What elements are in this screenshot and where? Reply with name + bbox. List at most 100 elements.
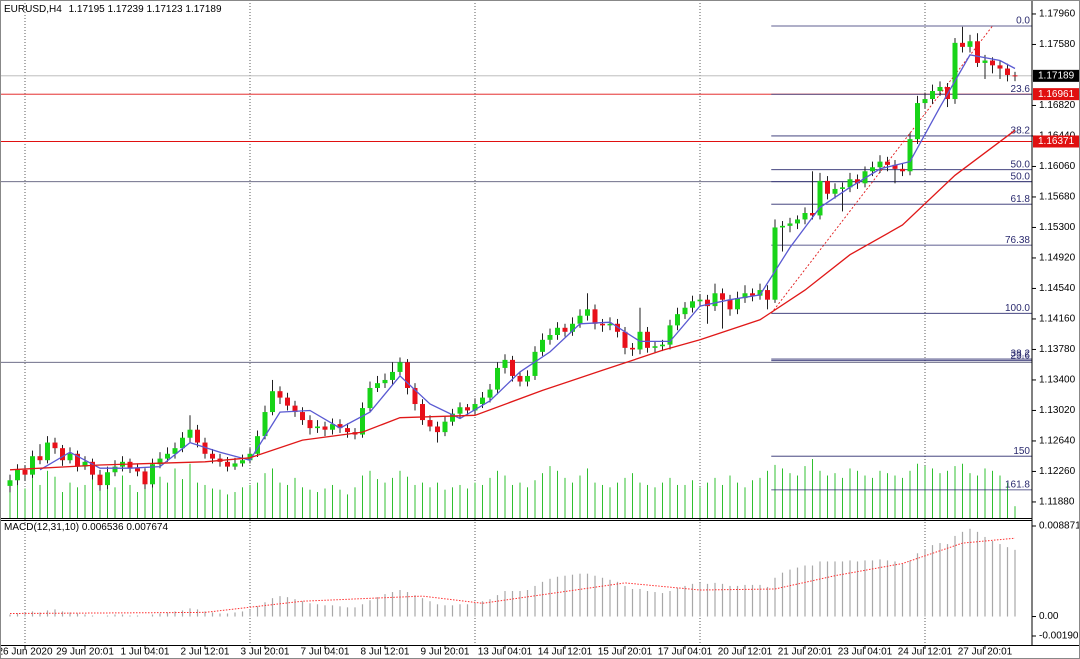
candle-body: [824, 180, 830, 194]
candle-body: [374, 383, 380, 388]
candle-body: [689, 301, 695, 308]
x-tick-label: 3 Jul 20:01: [241, 647, 290, 658]
fib-label: 23.6: [1011, 84, 1031, 95]
candle-body: [659, 344, 665, 347]
candle-body: [787, 223, 793, 226]
fib-label: 150: [1013, 446, 1030, 457]
candle-body: [172, 448, 178, 454]
candle-body: [89, 461, 95, 475]
candle-body: [524, 375, 530, 382]
candle-body: [487, 389, 493, 398]
candle-body: [157, 458, 163, 465]
candle-body: [149, 464, 155, 485]
candle-body: [187, 429, 193, 438]
candle-body: [307, 420, 313, 429]
candle-body: [7, 480, 13, 486]
candle-body: [202, 442, 208, 454]
y-tick-label: 1.13020: [1039, 405, 1076, 416]
candle-body: [449, 413, 455, 422]
moving-average: [39, 54, 1016, 471]
candle-body: [419, 404, 425, 421]
fib-trend-line: [770, 25, 993, 314]
candle-body: [434, 426, 440, 433]
x-tick-label: 17 Jul 04:01: [658, 647, 713, 658]
candle-body: [914, 103, 920, 140]
fib-label: 50.0: [1011, 171, 1031, 182]
candle-body: [907, 139, 913, 172]
candle-body: [292, 405, 298, 413]
candle-body: [314, 426, 320, 429]
candle-body: [337, 424, 343, 429]
candle-body: [809, 213, 815, 216]
candle-body: [82, 461, 88, 467]
x-tick-label: 9 Jul 20:01: [421, 647, 470, 658]
candle-body: [562, 327, 568, 332]
candle-body: [569, 323, 575, 332]
y-tick-label: 1.17960: [1039, 9, 1076, 20]
candle-body: [982, 60, 988, 63]
fib-label: 76.38: [1005, 235, 1030, 246]
candle-body: [464, 407, 470, 411]
candle-body: [344, 428, 350, 433]
fib-label: 161.8: [1005, 480, 1030, 491]
candle-body: [247, 453, 253, 461]
y-tick-label: 1.17580: [1039, 39, 1076, 50]
fib-label: 50.0: [1011, 159, 1031, 170]
candle-body: [674, 314, 680, 326]
candle-body: [164, 453, 170, 459]
candle-body: [764, 290, 770, 300]
candle-body: [59, 448, 65, 461]
candle-body: [29, 456, 35, 475]
candle-body: [232, 463, 238, 467]
candle-body: [704, 299, 710, 307]
candle-body: [457, 407, 463, 414]
chart-header: EURUSD,H4 1.17195 1.17239 1.17123 1.1718…: [4, 4, 222, 15]
x-tick-label: 2 Jul 12:01: [181, 647, 230, 658]
candle-body: [134, 468, 140, 472]
candle-body: [967, 41, 973, 47]
candle-body: [547, 335, 553, 340]
candle-body: [44, 442, 50, 461]
y-tick-label: 1.15680: [1039, 192, 1076, 203]
x-tick-label: 26 Jun 2020: [0, 647, 53, 658]
candle-body: [104, 472, 110, 486]
candle-body: [97, 474, 103, 486]
y-tick-label: 1.14920: [1039, 253, 1076, 264]
candle-body: [539, 339, 545, 352]
last-price-label: 1.17189: [1038, 70, 1075, 81]
candle-body: [389, 371, 395, 380]
candle-body: [697, 299, 703, 302]
candle-body: [554, 327, 560, 336]
candle-body: [847, 179, 853, 188]
candle-body: [734, 298, 740, 310]
y-tick-label: 1.14540: [1039, 283, 1076, 294]
x-tick-label: 8 Jul 12:01: [361, 647, 410, 658]
moving-average: [9, 129, 1016, 471]
candle-body: [854, 179, 860, 184]
candle-body: [22, 469, 28, 475]
open-value: 1.17195: [69, 4, 106, 15]
candle-body: [989, 60, 995, 66]
candle-body: [952, 42, 958, 100]
candle-body: [742, 293, 748, 299]
x-tick-label: 15 Jul 20:01: [598, 647, 653, 658]
candle-body: [52, 442, 58, 449]
candle-body: [142, 471, 148, 485]
candle-body: [899, 168, 905, 172]
candle-body: [712, 293, 718, 307]
candle-body: [622, 331, 628, 348]
y-tick-label: 1.13780: [1039, 344, 1076, 355]
y-tick-label: 0.008871: [1039, 521, 1080, 532]
y-tick-label: 1.15300: [1039, 222, 1076, 233]
fib-label: 38.2: [1011, 126, 1031, 137]
candle-body: [817, 180, 823, 216]
candle-body: [382, 379, 388, 384]
close-value: 1.17189: [185, 4, 222, 15]
candle-body: [209, 453, 215, 459]
fib-label: 100.0: [1005, 303, 1030, 314]
candle-body: [577, 315, 583, 324]
candle-body: [929, 91, 935, 100]
